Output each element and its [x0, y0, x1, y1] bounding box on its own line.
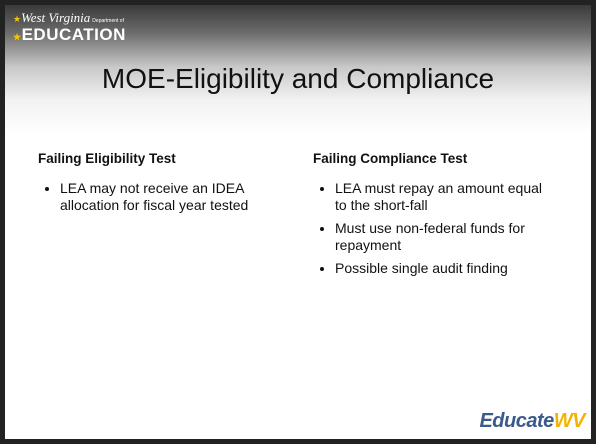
- star-icon: ★: [13, 32, 22, 42]
- column: Failing Eligibility Test LEA may not rec…: [38, 151, 268, 220]
- column: Failing Compliance Test LEA must repay a…: [313, 151, 543, 283]
- bullet-list: LEA may not receive an IDEA allocation f…: [38, 180, 260, 214]
- logo: ★West Virginia Department of ★EDUCATION: [13, 9, 126, 45]
- column-heading: Failing Compliance Test: [313, 151, 468, 166]
- logo-small: Department of: [92, 18, 124, 24]
- bullet: Possible single audit finding: [335, 260, 547, 277]
- bullet: LEA may not receive an IDEA allocation f…: [60, 180, 260, 214]
- bullet: Must use non-federal funds for repayment: [335, 220, 547, 254]
- logo-part: Educate: [479, 410, 554, 432]
- slide-title: MOE-Eligibility and Compliance: [101, 63, 495, 94]
- bullet-list: LEA must repay an amount equal to the sh…: [313, 180, 547, 277]
- bullet: LEA must repay an amount equal to the sh…: [335, 180, 547, 214]
- logo-part: WV: [553, 410, 586, 432]
- logo-main: EDUCATION: [21, 25, 126, 44]
- logo-script: West Virginia: [21, 10, 91, 25]
- star-icon: ★: [13, 14, 22, 24]
- column-heading: Failing Eligibility Test: [38, 151, 176, 166]
- footer-logo: EducateWV: [479, 410, 585, 433]
